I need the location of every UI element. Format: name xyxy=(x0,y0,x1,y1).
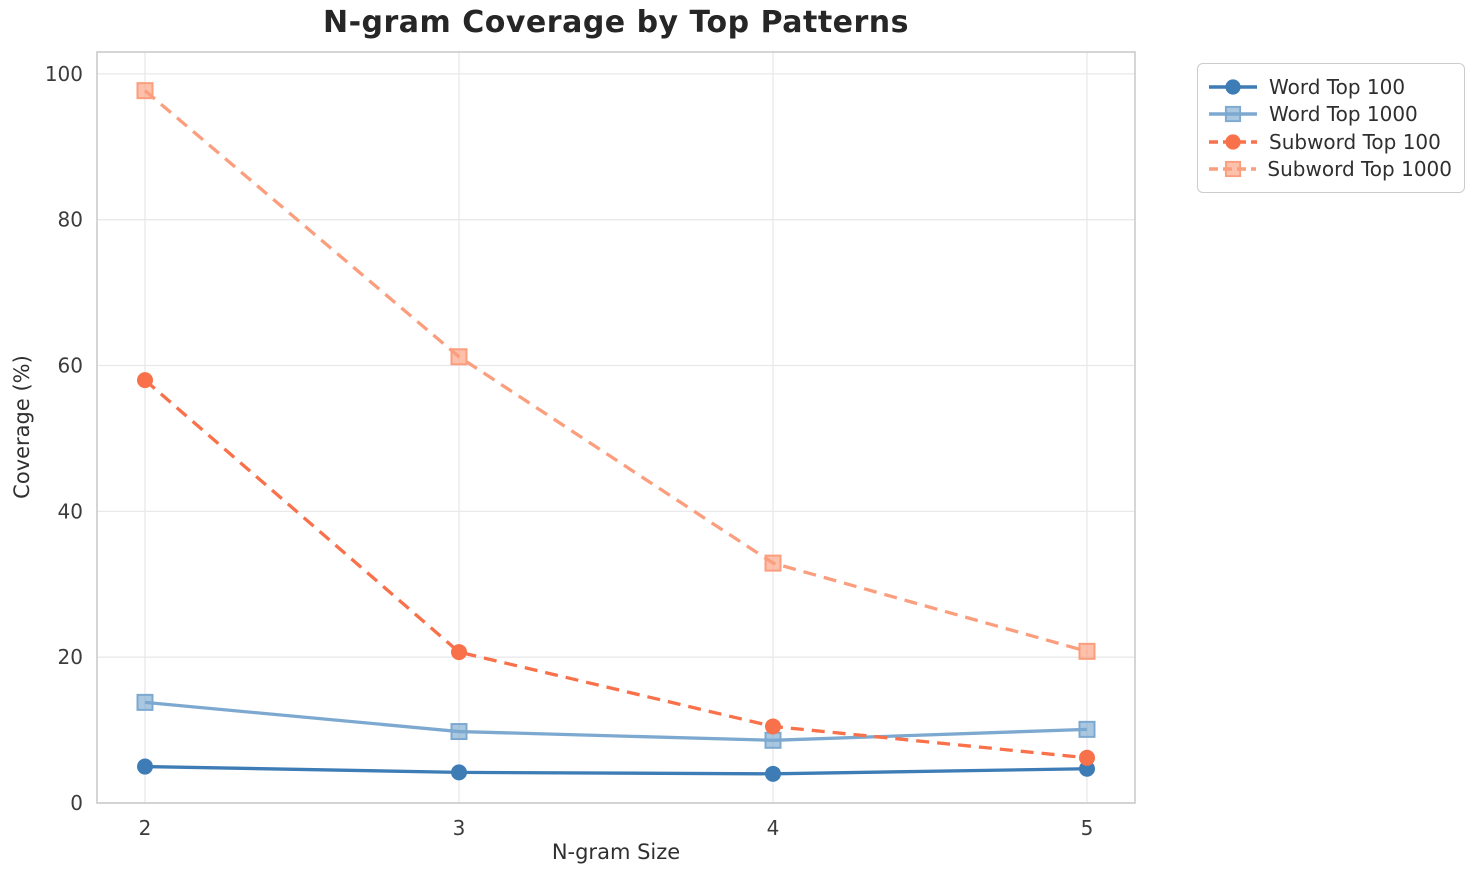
circle-marker-icon xyxy=(137,758,153,775)
x-tick-label: 5 xyxy=(1081,816,1094,840)
square-marker-icon xyxy=(1078,642,1096,660)
series-line-subword-top-1000 xyxy=(143,89,1088,653)
legend-sample xyxy=(1209,79,1257,95)
circle-marker-icon xyxy=(451,764,467,781)
legend-label: Subword Top 100 xyxy=(1269,129,1441,154)
x-tick-label: 3 xyxy=(453,816,466,840)
square-marker-icon xyxy=(136,693,154,711)
legend-label: Subword Top 1000 xyxy=(1267,157,1452,182)
square-marker-icon xyxy=(1224,106,1242,123)
legend-sample xyxy=(1209,134,1257,150)
circle-marker-icon xyxy=(765,765,781,782)
square-marker-icon xyxy=(1078,720,1096,738)
legend-item-subword-top-100: Subword Top 100 xyxy=(1208,128,1452,156)
square-marker-icon xyxy=(1224,161,1242,178)
circle-marker-icon xyxy=(451,644,467,661)
y-tick-label: 80 xyxy=(58,208,83,232)
chart-title: N-gram Coverage by Top Patterns xyxy=(322,5,910,40)
square-marker-icon xyxy=(450,723,468,741)
circle-marker-icon xyxy=(765,718,781,735)
legend-item-word-top-1000: Word Top 1000 xyxy=(1208,101,1452,129)
legend-item-word-top-100: Word Top 100 xyxy=(1208,73,1452,101)
legend-sample xyxy=(1209,106,1257,123)
circle-marker-icon xyxy=(1079,760,1095,777)
legend-item-subword-top-1000: Subword Top 1000 xyxy=(1208,156,1452,184)
legend-label: Word Top 100 xyxy=(1269,74,1406,99)
y-tick-label: 40 xyxy=(58,499,83,523)
legend-sample xyxy=(1209,161,1257,178)
y-tick-label: 100 xyxy=(45,62,83,86)
square-marker-icon xyxy=(136,82,154,100)
x-tick-label: 2 xyxy=(139,816,152,840)
series-line-word-top-100 xyxy=(144,764,1088,776)
circle-marker-icon xyxy=(1225,134,1241,150)
x-tick-label: 4 xyxy=(767,816,780,840)
square-marker-icon xyxy=(764,554,782,572)
y-tick-label: 60 xyxy=(58,354,83,378)
y-tick-label: 20 xyxy=(58,645,83,669)
series-line-subword-top-100 xyxy=(143,378,1088,760)
circle-marker-icon xyxy=(137,372,153,389)
x-axis-label: N-gram Size xyxy=(551,840,681,864)
circle-marker-icon xyxy=(1225,79,1241,95)
square-marker-icon xyxy=(764,731,782,749)
square-marker-icon xyxy=(450,348,468,366)
legend-label: Word Top 1000 xyxy=(1269,102,1418,127)
circle-marker-icon xyxy=(1079,749,1095,766)
y-tick-label: 0 xyxy=(70,791,83,815)
series-line-word-top-1000 xyxy=(144,700,1088,742)
plot-border xyxy=(96,51,1136,804)
y-axis-label: Coverage (%) xyxy=(10,355,34,499)
legend: Word Top 100 Word Top 1000 Subword Top 100… xyxy=(1197,63,1465,193)
